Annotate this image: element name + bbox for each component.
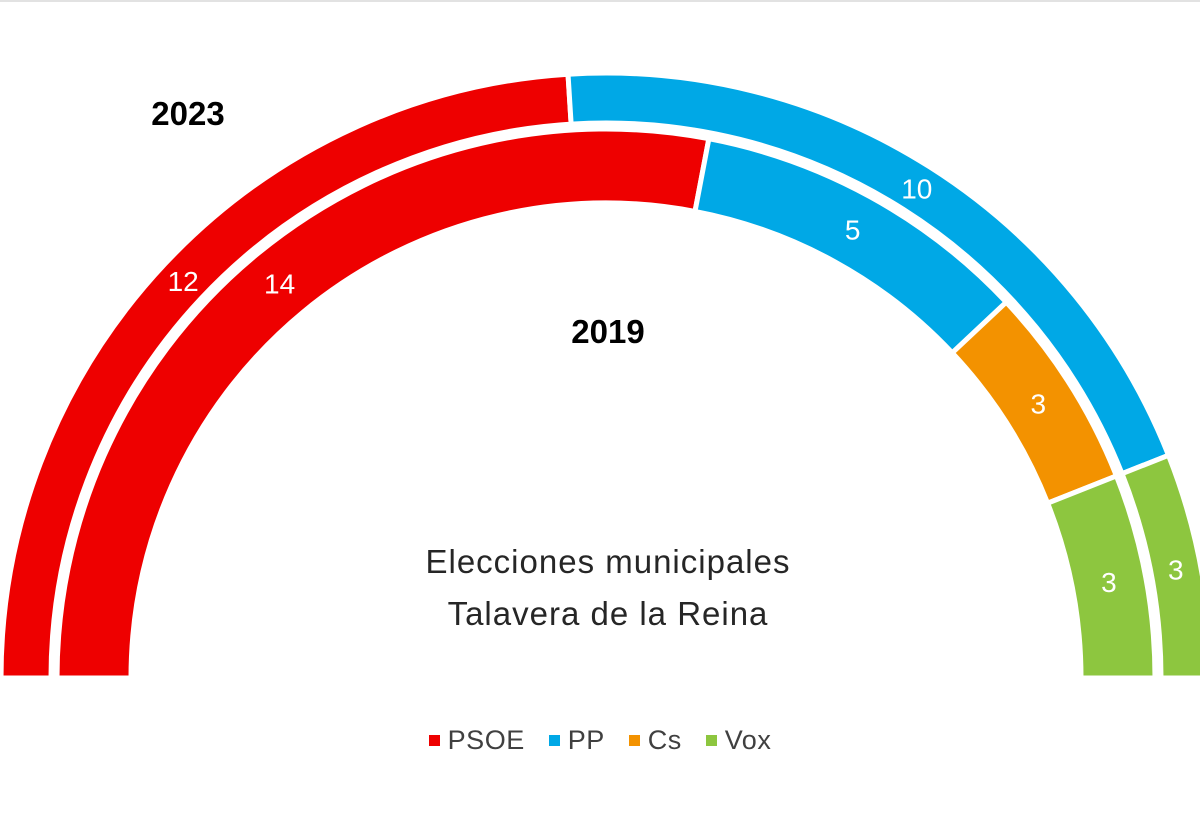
value-label-2019-pp: 5 — [845, 214, 861, 245]
top-border-line — [0, 0, 1200, 2]
year-label-2019: 2019 — [571, 313, 644, 350]
value-label-2023-pp: 10 — [901, 173, 932, 204]
legend-item-vox: Vox — [705, 725, 772, 756]
legend-label-psoe: PSOE — [447, 725, 525, 755]
year-label-2023: 2023 — [151, 95, 224, 132]
legend-item-psoe: PSOE — [428, 725, 525, 756]
legend-label-vox: Vox — [724, 725, 772, 755]
legend-swatch-vox — [705, 735, 717, 746]
chart-labels: 12 10 3 14 5 3 3 2023 2019 — [151, 95, 1183, 598]
legend-swatch-cs — [628, 735, 640, 746]
value-label-2019-cs: 3 — [1031, 389, 1047, 420]
arc-2019-vox — [1044, 472, 1158, 681]
chart-title-line1: Elecciones municipales — [425, 543, 790, 580]
legend-item-cs: Cs — [628, 725, 682, 756]
legend-label-pp: PP — [567, 725, 605, 755]
chart-title-line2: Talavera de la Reina — [448, 595, 769, 632]
legend-label-cs: Cs — [647, 725, 682, 755]
value-label-2019-psoe: 14 — [264, 268, 295, 299]
value-label-2023-psoe: 12 — [168, 266, 199, 297]
value-label-2019-vox: 3 — [1101, 567, 1117, 598]
arc-2023-vox — [1118, 452, 1200, 681]
chart-legend: PSOE PP Cs Vox — [0, 722, 1200, 756]
chart-rings — [0, 70, 1200, 681]
value-label-2023-vox: 3 — [1168, 554, 1184, 585]
legend-item-pp: PP — [548, 725, 605, 756]
legend-swatch-psoe — [428, 735, 440, 746]
legend-swatch-pp — [548, 735, 560, 746]
